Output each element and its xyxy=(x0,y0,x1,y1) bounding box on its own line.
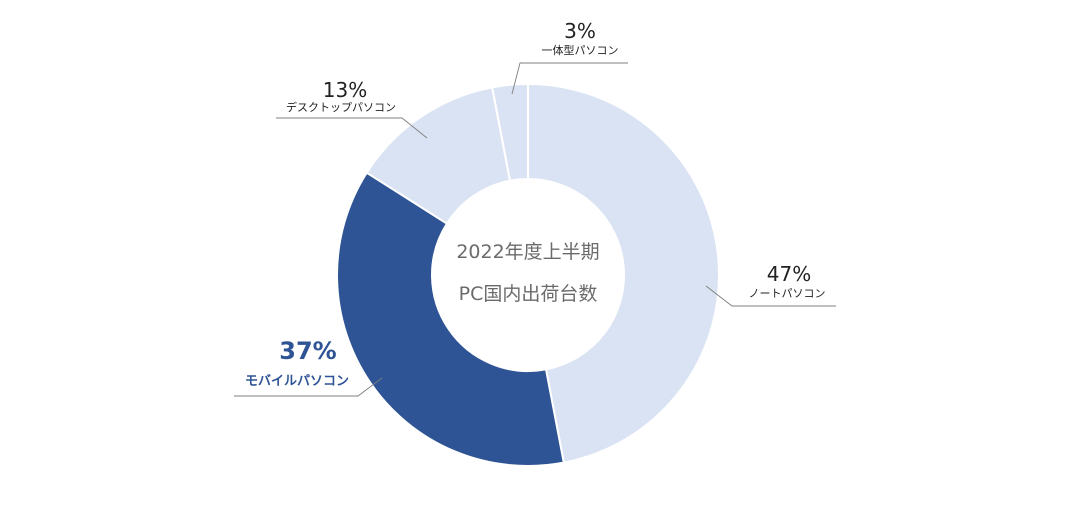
leader-line-3 xyxy=(511,62,628,95)
leader-line-0 xyxy=(705,285,836,307)
center-title-line-2: PC国内出荷台数 xyxy=(459,283,598,305)
slice-2-percent: 13% xyxy=(323,78,367,102)
center-title-line-1: 2022年度上半期 xyxy=(456,241,599,263)
slice-3-percent: 3% xyxy=(564,19,596,43)
slice-3-name: 一体型パソコン xyxy=(542,43,619,57)
slice-0-percent: 47% xyxy=(767,262,811,286)
leader-line-1 xyxy=(234,377,383,397)
leader-lines xyxy=(234,62,836,397)
donut-slice-1 xyxy=(336,171,565,467)
leader-line-2 xyxy=(276,117,428,139)
slice-2-name: デスクトップパソコン xyxy=(286,100,396,114)
donut-slice-3 xyxy=(491,82,529,182)
donut-slices xyxy=(336,82,720,467)
slice-0-name: ノートパソコン xyxy=(749,287,826,300)
slice-1-name: モバイルパソコン xyxy=(245,374,349,389)
donut-slice-0 xyxy=(527,82,720,464)
slice-1-percent: 37% xyxy=(279,337,336,365)
